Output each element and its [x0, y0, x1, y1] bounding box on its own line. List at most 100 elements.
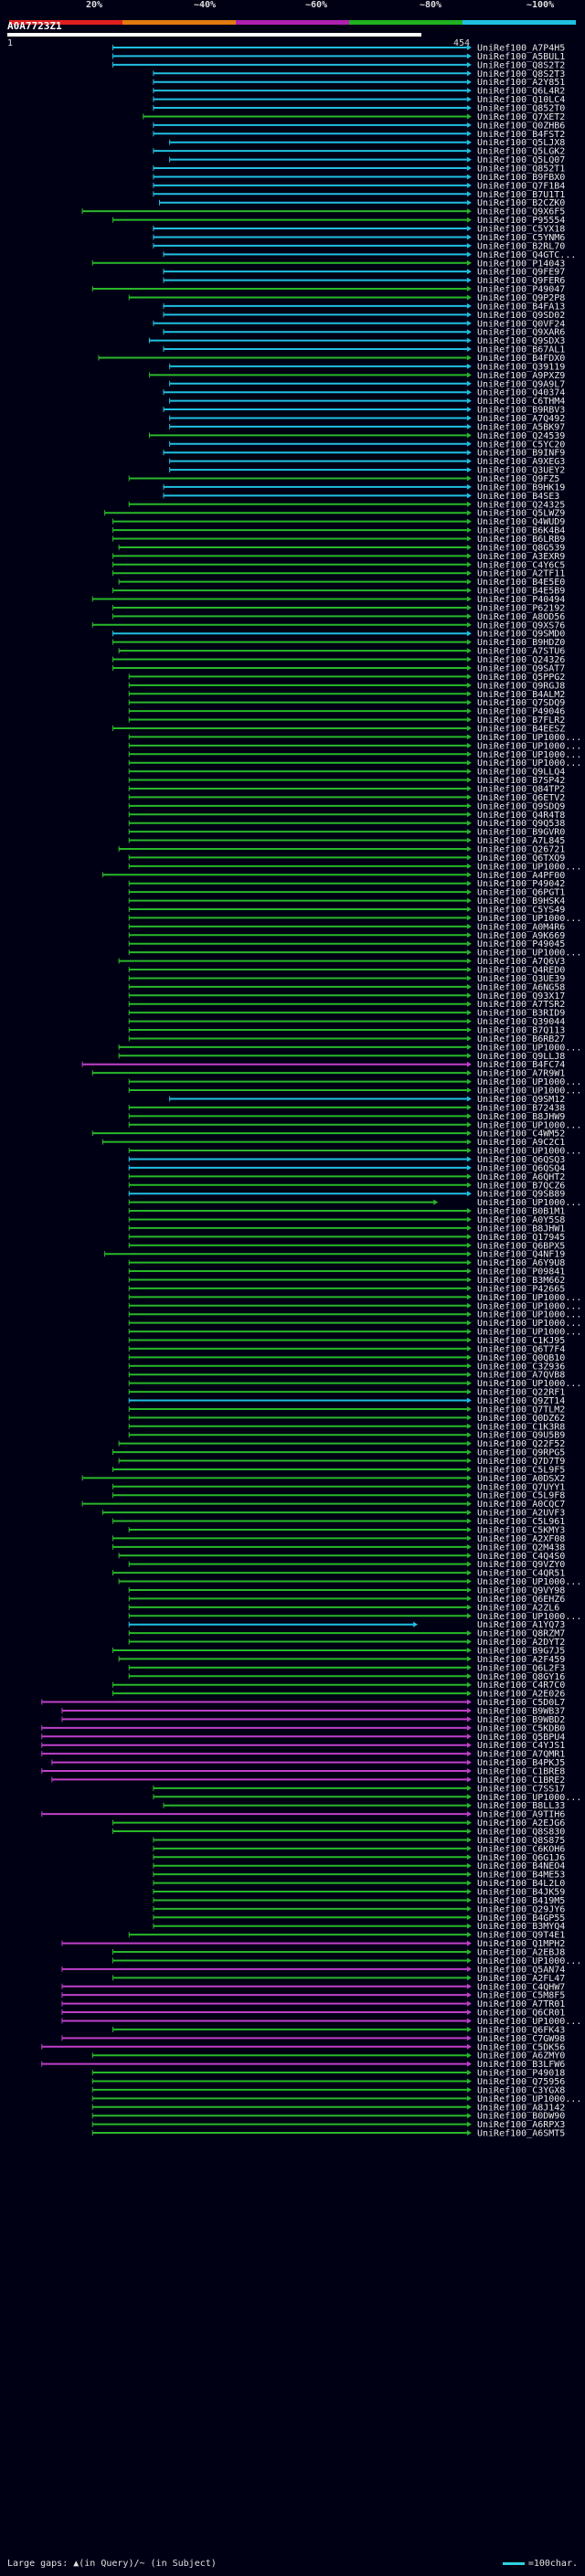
hit-label[interactable]: UniRef100_B7SP42 — [477, 776, 565, 786]
hit-row[interactable]: UniRef100_Q6QSQ3 — [128, 1155, 565, 1165]
hit-label[interactable]: UniRef100_B4PKJ5 — [477, 1758, 565, 1768]
hit-row[interactable]: UniRef100_Q5LJX8 — [169, 138, 566, 148]
hit-label[interactable]: UniRef100_UP1000... — [477, 2017, 581, 2027]
hit-row[interactable]: UniRef100_B9INF9 — [163, 449, 565, 459]
hit-row[interactable]: UniRef100_B4FDX0 — [98, 354, 565, 364]
hit-row[interactable]: UniRef100_A6NG58 — [128, 982, 565, 992]
hit-row[interactable]: UniRef100_Q9RPG5 — [112, 1448, 565, 1458]
hit-row[interactable]: UniRef100_A7L845 — [128, 836, 565, 846]
hit-label[interactable]: UniRef100_A0CQC7 — [477, 1500, 565, 1510]
hit-label[interactable]: UniRef100_P09841 — [477, 1267, 565, 1277]
hit-row[interactable]: UniRef100_A2EJG6 — [112, 1818, 565, 1829]
hit-label[interactable]: UniRef100_B6RB27 — [477, 1034, 565, 1044]
hit-label[interactable]: UniRef100_B8JHW1 — [477, 1224, 565, 1234]
hit-label[interactable]: UniRef100_A3EXR9 — [477, 552, 565, 562]
hit-label[interactable]: UniRef100_A2Y851 — [477, 78, 565, 88]
hit-row[interactable]: UniRef100_A2E026 — [112, 1690, 565, 1700]
hit-row[interactable]: UniRef100_B2CZK0 — [159, 198, 566, 208]
hit-row[interactable]: UniRef100_A2DYT2 — [128, 1638, 565, 1648]
hit-label[interactable]: UniRef100_A6RPX3 — [477, 2120, 565, 2130]
hit-row[interactable]: UniRef100_UP1000... — [128, 1198, 581, 1208]
hit-label[interactable]: UniRef100_Q9XAR6 — [477, 328, 565, 338]
hit-label[interactable]: UniRef100_B7U1T1 — [477, 190, 565, 200]
hit-row[interactable]: UniRef100_Q9U5B9 — [128, 1431, 565, 1441]
hit-row[interactable]: UniRef100_Q4WUD9 — [112, 517, 565, 527]
hit-label[interactable]: UniRef100_UP1000... — [477, 1956, 581, 1966]
hit-label[interactable]: UniRef100_Q8S2T2 — [477, 60, 565, 70]
hit-label[interactable]: UniRef100_B4FC74 — [477, 1060, 565, 1070]
hit-row[interactable]: UniRef100_C5YS49 — [128, 906, 565, 916]
hit-label[interactable]: UniRef100_C1KJ95 — [477, 1336, 565, 1346]
hit-row[interactable]: UniRef100_A2UVF3 — [101, 1509, 565, 1519]
hit-label[interactable]: UniRef100_Q4WUD9 — [477, 517, 565, 527]
hit-row[interactable]: UniRef100_Q0VF24 — [153, 319, 565, 329]
hit-row[interactable]: UniRef100_Q6L4R2 — [153, 87, 565, 97]
hit-label[interactable]: UniRef100_Q0ZHB6 — [477, 121, 565, 131]
hit-row[interactable]: UniRef100_C5L9F8 — [112, 1491, 565, 1501]
hit-label[interactable]: UniRef100_A7TSR2 — [477, 1000, 565, 1010]
hit-row[interactable]: UniRef100_UP1000... — [128, 1293, 581, 1303]
hit-row[interactable]: UniRef100_Q9Q538 — [128, 819, 565, 829]
hit-row[interactable]: UniRef100_A9XEG3 — [169, 457, 566, 467]
hit-row[interactable]: UniRef100_Q9SM12 — [169, 1095, 566, 1105]
hit-label[interactable]: UniRef100_B9WBD2 — [477, 1715, 565, 1725]
hit-row[interactable]: UniRef100_A9C2C1 — [101, 1138, 565, 1148]
hit-row[interactable]: UniRef100_Q84TP2 — [128, 784, 565, 794]
hit-row[interactable]: UniRef100_C7GW98 — [61, 2034, 565, 2044]
hit-label[interactable]: UniRef100_Q7D7T9 — [477, 1457, 565, 1467]
hit-label[interactable]: UniRef100_P40494 — [477, 595, 565, 605]
hit-label[interactable]: UniRef100_UP1000... — [477, 733, 581, 743]
hit-row[interactable]: UniRef100_Q8RZM7 — [128, 1629, 565, 1639]
hit-label[interactable]: UniRef100_C4YJS1 — [477, 1741, 565, 1751]
hit-label[interactable]: UniRef100_A9K669 — [477, 931, 565, 941]
hit-row[interactable]: UniRef100_B4GP55 — [153, 1913, 565, 1924]
hit-label[interactable]: UniRef100_UP1000... — [477, 1379, 581, 1389]
hit-row[interactable]: UniRef100_Q5AN74 — [61, 1965, 565, 1975]
hit-row[interactable]: UniRef100_A7STU6 — [118, 647, 565, 657]
hit-label[interactable]: UniRef100_Q9LLJ8 — [477, 1052, 565, 1062]
hit-label[interactable]: UniRef100_Q40374 — [477, 388, 565, 398]
hit-label[interactable]: UniRef100_Q8GY16 — [477, 1672, 565, 1682]
hit-row[interactable]: UniRef100_C5M8F5 — [61, 1991, 565, 2001]
hit-row[interactable]: UniRef100_Q1MPH2 — [61, 1939, 565, 1949]
hit-label[interactable]: UniRef100_UP1000... — [477, 1293, 581, 1303]
hit-label[interactable]: UniRef100_C5YNM6 — [477, 233, 565, 243]
hit-label[interactable]: UniRef100_C7SS17 — [477, 1784, 565, 1794]
hit-row[interactable]: UniRef100_B8LL33 — [163, 1801, 565, 1811]
hit-label[interactable]: UniRef100_C5YC20 — [477, 440, 565, 450]
hit-row[interactable]: UniRef100_A7TR01 — [61, 1999, 565, 2009]
hit-row[interactable]: UniRef100_Q24326 — [112, 655, 565, 665]
hit-label[interactable]: UniRef100_B4L2L0 — [477, 1879, 565, 1889]
hit-label[interactable]: UniRef100_P49018 — [477, 2069, 565, 2079]
hit-label[interactable]: UniRef100_Q24326 — [477, 655, 565, 665]
hit-label[interactable]: UniRef100_B72438 — [477, 1103, 565, 1113]
hit-row[interactable]: UniRef100_C3YGX8 — [91, 2085, 565, 2095]
hit-label[interactable]: UniRef100_Q84TP2 — [477, 784, 565, 794]
hit-label[interactable]: UniRef100_A4PF00 — [477, 871, 565, 881]
hit-row[interactable]: UniRef100_A6QHT2 — [128, 1172, 565, 1182]
hit-row[interactable]: UniRef100_UP1000... — [128, 758, 581, 769]
hit-label[interactable]: UniRef100_A7QVB8 — [477, 1371, 565, 1381]
hit-label[interactable]: UniRef100_UP1000... — [477, 1087, 581, 1097]
hit-label[interactable]: UniRef100_B9HSK4 — [477, 896, 565, 906]
hit-label[interactable]: UniRef100_Q7SDQ9 — [477, 698, 565, 708]
hit-row[interactable]: UniRef100_Q7TLM2 — [128, 1405, 565, 1415]
hit-row[interactable]: UniRef100_P49047 — [91, 285, 565, 295]
hit-row[interactable]: UniRef100_Q9FER6 — [163, 276, 565, 286]
hit-label[interactable]: UniRef100_C1BRE2 — [477, 1776, 565, 1786]
hit-row[interactable]: UniRef100_Q6L2F3 — [128, 1663, 565, 1673]
hit-row[interactable]: UniRef100_Q0ZHB6 — [153, 121, 565, 131]
hit-label[interactable]: UniRef100_Q9VY98 — [477, 1585, 565, 1595]
hit-row[interactable]: UniRef100_Q6EHZ6 — [128, 1595, 565, 1605]
hit-row[interactable]: UniRef100_Q5LQ07 — [169, 155, 566, 165]
hit-row[interactable]: UniRef100_Q9XS76 — [91, 620, 565, 631]
hit-label[interactable]: UniRef100_Q39119 — [477, 362, 565, 372]
hit-row[interactable]: UniRef100_B0B1M1 — [128, 1207, 565, 1217]
hit-row[interactable]: UniRef100_Q4NF19 — [104, 1250, 566, 1260]
hit-row[interactable]: UniRef100_UP1000... — [128, 1120, 581, 1130]
hit-label[interactable]: UniRef100_C4WM52 — [477, 1129, 565, 1140]
hit-row[interactable]: UniRef100_Q0DZ62 — [128, 1414, 565, 1424]
hit-label[interactable]: UniRef100_Q75956 — [477, 2077, 565, 2087]
hit-label[interactable]: UniRef100_Q9X6F5 — [477, 207, 565, 217]
hit-row[interactable]: UniRef100_Q8S875 — [153, 1836, 565, 1846]
